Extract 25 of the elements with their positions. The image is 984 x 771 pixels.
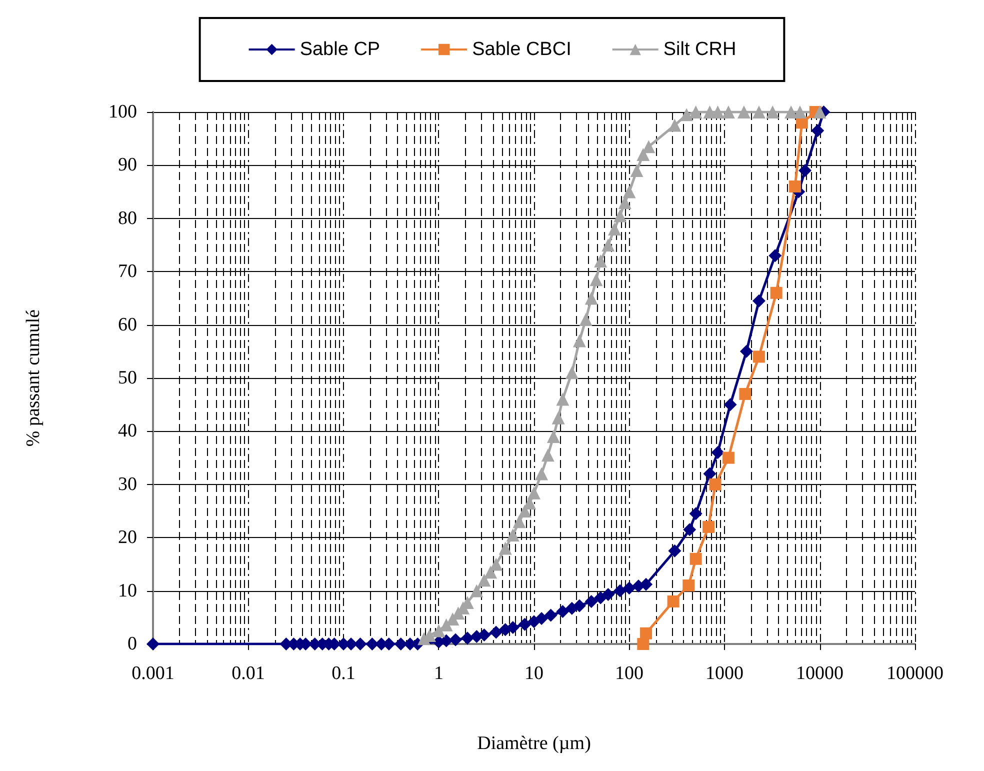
x-tick-label: 10 xyxy=(524,663,544,684)
x-tick-label: 1000 xyxy=(706,663,744,684)
x-tick-label: 0.001 xyxy=(132,663,174,684)
y-tick-label: 70 xyxy=(118,261,137,282)
x-tick-label: 100000 xyxy=(886,663,944,684)
x-tick-label: 100 xyxy=(615,663,644,684)
y-tick-label: 50 xyxy=(118,368,137,388)
x-axis-title: Diamètre (µm) xyxy=(477,733,591,754)
y-tick-label: 10 xyxy=(118,580,137,602)
legend-label: Silt CRH xyxy=(663,39,736,60)
x-tick-label: 1 xyxy=(434,663,444,684)
y-tick-label: 90 xyxy=(118,154,137,176)
y-tick-label: 20 xyxy=(118,527,137,548)
x-tick-label: 0.01 xyxy=(232,663,265,684)
y-tick-label: 0 xyxy=(128,634,137,654)
y-tick-label: 100 xyxy=(108,102,137,122)
legend-label: Sable CBCI xyxy=(472,39,572,60)
y-tick-label: 60 xyxy=(118,314,137,336)
y-tick-label: 30 xyxy=(118,474,137,495)
y-tick-label: 40 xyxy=(118,420,137,442)
legend-label: Sable CP xyxy=(300,39,380,60)
x-tick-label: 0.1 xyxy=(332,663,356,684)
y-axis-title: % passant cumulé xyxy=(23,309,44,447)
x-tick-label: 10000 xyxy=(796,663,844,684)
y-tick-label: 80 xyxy=(118,208,137,229)
